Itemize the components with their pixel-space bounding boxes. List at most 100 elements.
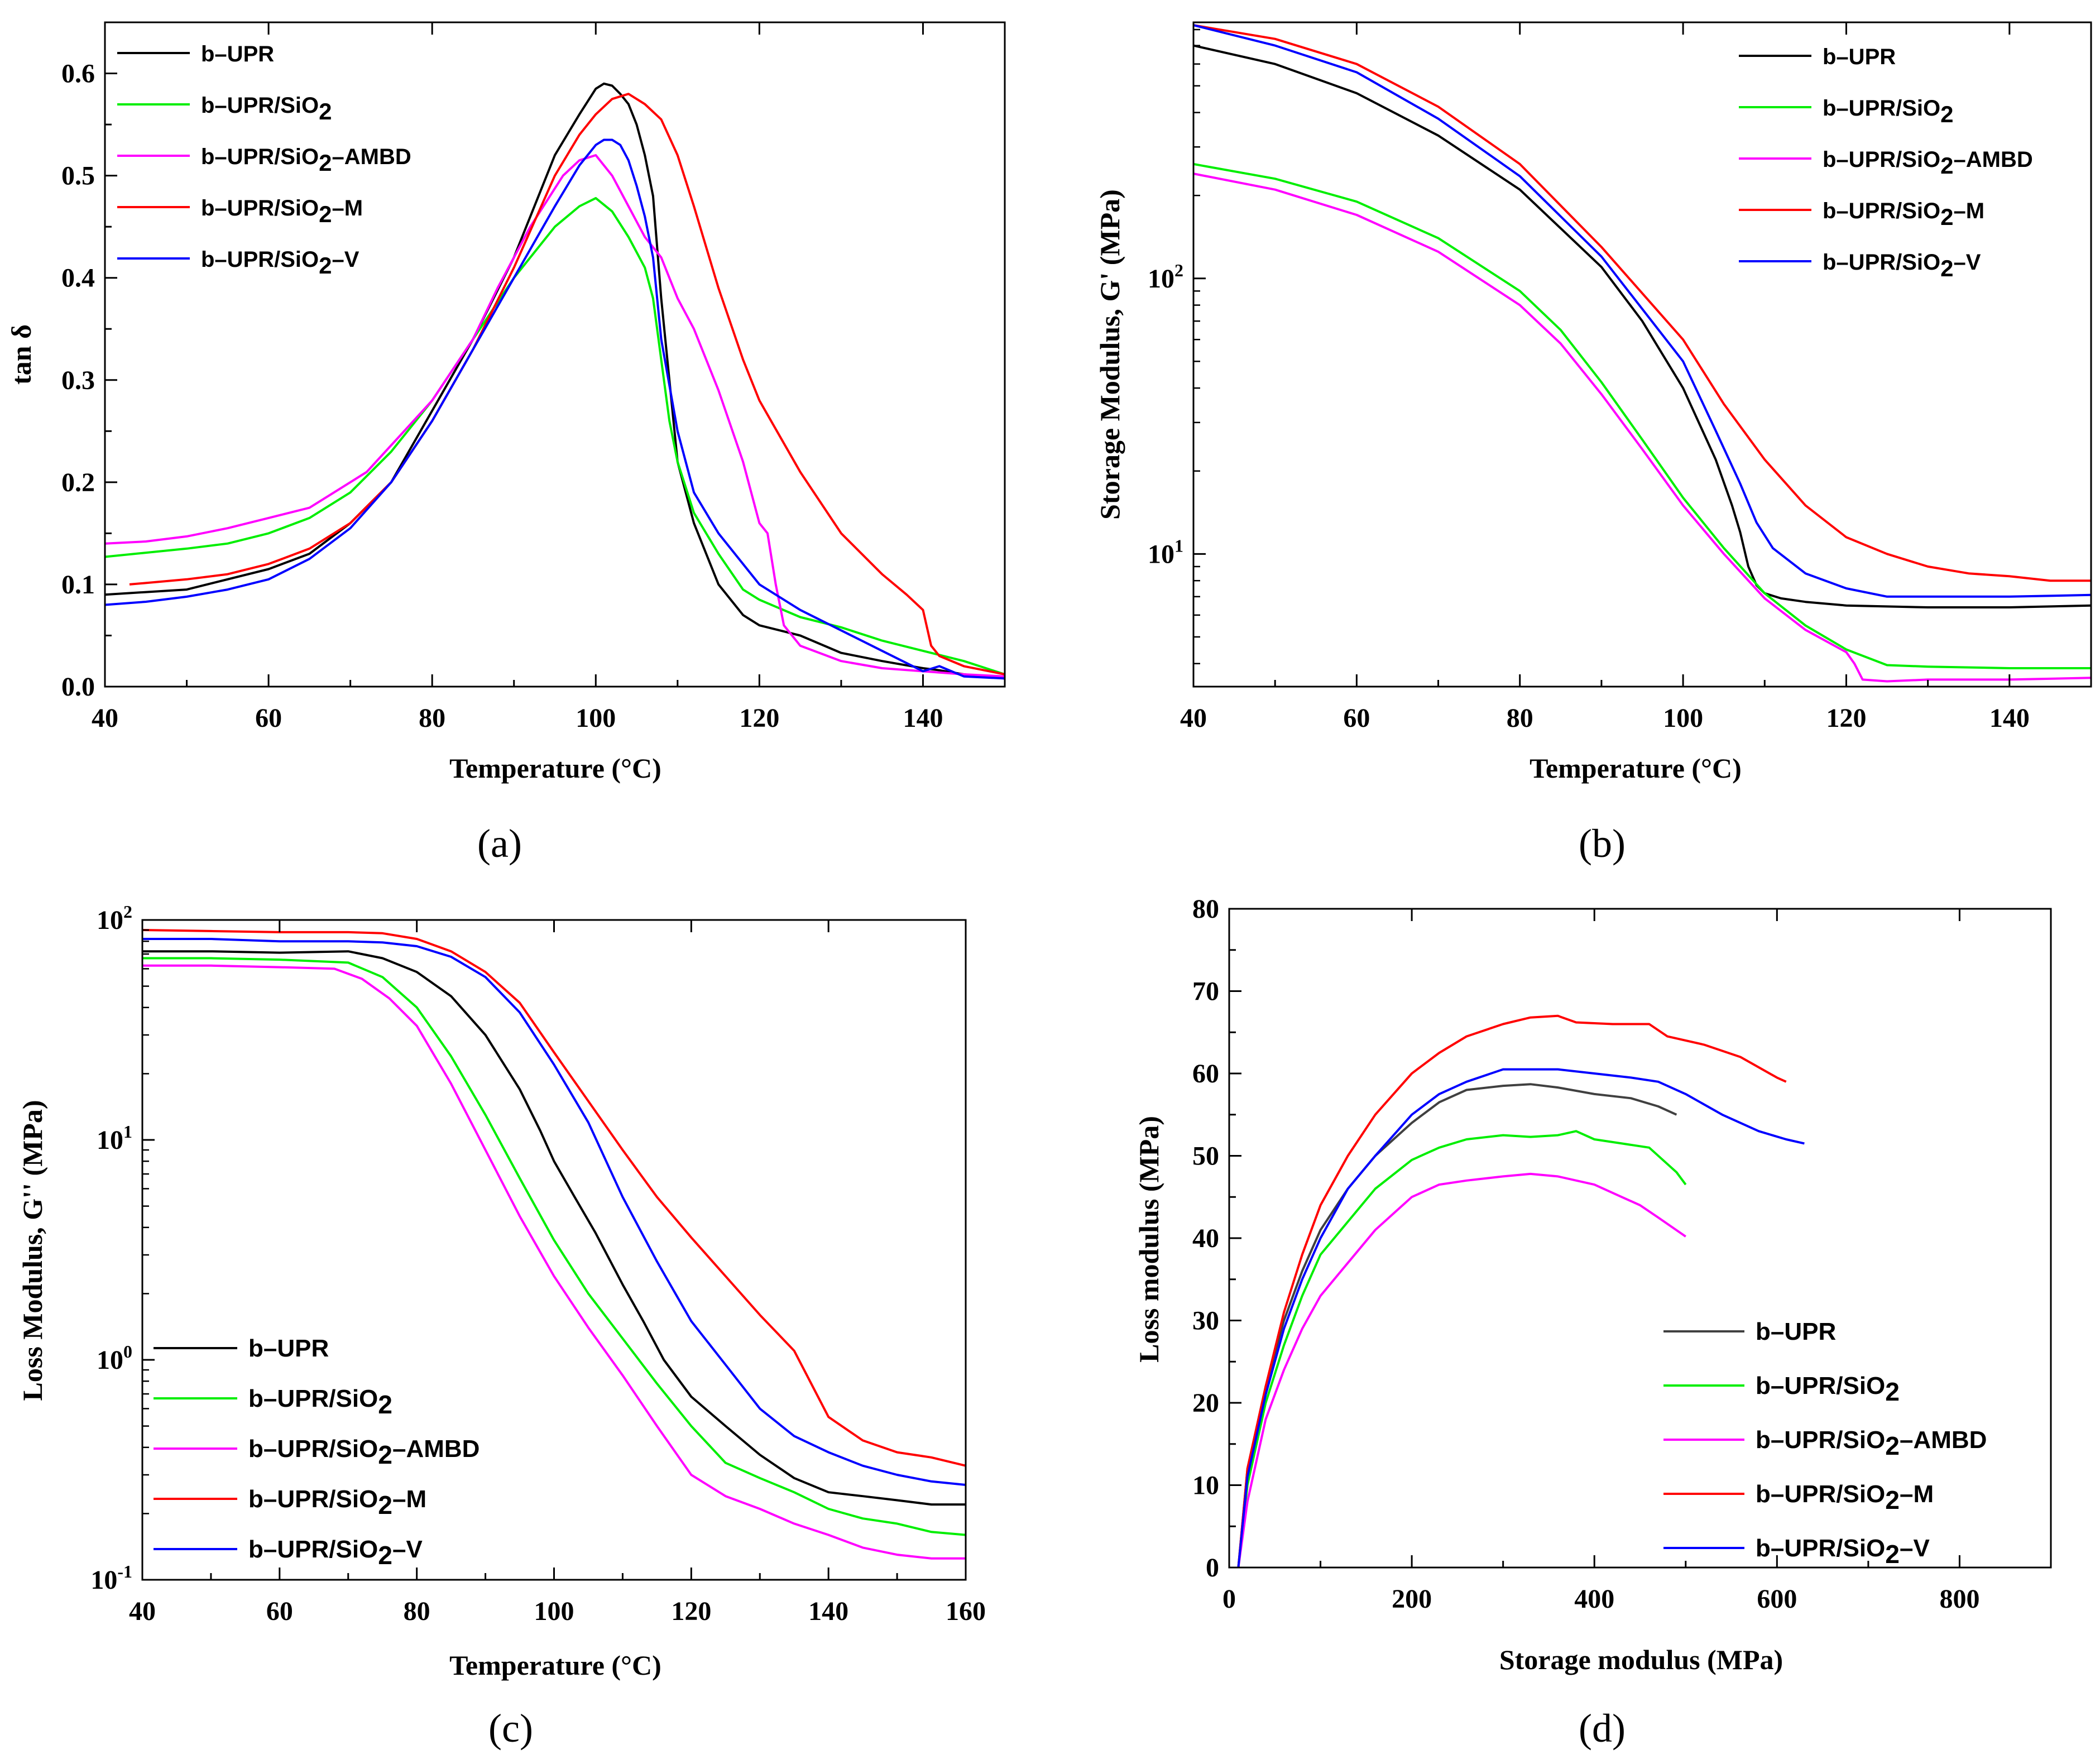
legend-label: b–UPR/SiO2–V — [1756, 1535, 1930, 1569]
plot-frame — [141, 919, 967, 1581]
series-line-4 — [1237, 1068, 1805, 1568]
legend-label: b–UPR/SiO2 — [1823, 96, 1954, 127]
legend-label: b–UPR/SiO2–M — [1823, 199, 1984, 230]
panel-label: (b) — [1579, 821, 1626, 866]
x-tick-label: 60 — [266, 1597, 293, 1626]
chart-panel-c: 40 60 80 100 120 140 160 10-1 100 101 102 Temperatu… — [17, 902, 986, 1751]
legend-label: b–UPR/SiO2–AMBD — [1823, 147, 2033, 179]
legend-label: b–UPR — [1756, 1318, 1836, 1345]
x-tick-label: 140 — [808, 1597, 848, 1626]
x-tick-label: 80 — [1507, 703, 1533, 733]
series-line-2 — [1237, 1172, 1686, 1568]
x-axis-title: Temperature (°C) — [449, 1650, 661, 1681]
x-tick-label: 100 — [1663, 703, 1703, 733]
x-tick-label: 40 — [129, 1597, 156, 1626]
x-tick-label: 140 — [1989, 703, 2030, 733]
panel-label: (d) — [1579, 1706, 1626, 1751]
y-tick-label: 101 — [97, 1121, 132, 1155]
series-line-3 — [142, 929, 966, 1467]
y-tick-label: 102 — [1148, 260, 1183, 294]
x-axis-title: Temperature (°C) — [1530, 752, 1742, 784]
y-tick-label: 0.6 — [61, 59, 95, 89]
legend-label: b–UPR — [248, 1335, 329, 1362]
x-tick-label: 160 — [946, 1597, 986, 1626]
plot-frame — [1228, 908, 2052, 1569]
series-line-1 — [1193, 162, 2091, 669]
x-tick-label: 100 — [534, 1597, 574, 1626]
legend-label: b–UPR/SiO2–M — [1756, 1480, 1934, 1514]
series-line-2 — [1193, 172, 2091, 683]
x-tick-label: 40 — [1180, 703, 1207, 733]
series-line-4 — [142, 938, 966, 1486]
legend-label: b–UPR/SiO2–AMBD — [201, 145, 411, 176]
legend-label: b–UPR/SiO2 — [201, 93, 332, 124]
series-line-4 — [105, 138, 1005, 680]
plot-frame — [104, 21, 1006, 688]
legend-label: b–UPR — [1823, 45, 1896, 69]
series-line-0 — [105, 82, 1005, 680]
y-tick-label: 10-1 — [90, 1561, 132, 1595]
legend-label: b–UPR/SiO2–V — [248, 1536, 423, 1570]
y-tick-label: 80 — [1192, 894, 1219, 924]
x-axis-title: Temperature (°C) — [449, 752, 661, 784]
y-tick-label: 40 — [1192, 1224, 1219, 1253]
panel-label: (c) — [488, 1706, 533, 1751]
y-axis-title: tan δ — [6, 324, 37, 385]
series-line-3 — [129, 93, 1005, 675]
x-tick-label: 120 — [739, 703, 779, 733]
x-axis-title: Storage modulus (MPa) — [1499, 1644, 1783, 1675]
y-tick-label: 50 — [1192, 1142, 1219, 1171]
y-tick-label: 0.5 — [61, 161, 95, 191]
legend-label: b–UPR/SiO2–AMBD — [248, 1435, 480, 1469]
x-tick-label: 60 — [1343, 703, 1370, 733]
legend-label: b–UPR/SiO2 — [248, 1385, 392, 1419]
legend-label: b–UPR — [201, 42, 274, 66]
legend-label: b–UPR/SiO2–AMBD — [1756, 1426, 1987, 1460]
y-axis-title: Loss modulus (MPa) — [1133, 1116, 1164, 1363]
y-axis-title: Storage Modulus, G' (MPa) — [1094, 189, 1125, 520]
chart-panel-d: 0 200 400 600 800 0 10 20 30 40 50 60 70 80 Storage mo… — [1133, 894, 2052, 1751]
x-tick-label: 80 — [404, 1597, 430, 1626]
x-tick-label: 100 — [576, 703, 616, 733]
series-line-1 — [105, 196, 1005, 675]
x-tick-label: 80 — [419, 703, 445, 733]
chart-panel-b: 40 60 80 100 120 140 101 102 Temperature (°C) Sto… — [1094, 21, 2092, 866]
panel-label: (a) — [477, 821, 522, 866]
y-tick-label: 0 — [1206, 1553, 1219, 1583]
y-axis-title: Loss Modulus, G'' (MPa) — [17, 1100, 48, 1401]
chart-panel-a: 40 60 80 100 120 140 0.0 0.1 0.2 0.3 0.4 0.5 0.6 Temp… — [6, 21, 1006, 866]
series-line-0 — [1237, 1083, 1677, 1568]
x-tick-label: 600 — [1757, 1584, 1797, 1614]
x-tick-label: 60 — [255, 703, 282, 733]
series-line-4 — [1193, 24, 2091, 598]
y-tick-label: 0.1 — [61, 570, 95, 600]
y-tick-label: 10 — [1192, 1471, 1219, 1501]
y-tick-label: 70 — [1192, 977, 1219, 1006]
y-tick-label: 102 — [97, 902, 132, 935]
x-tick-label: 200 — [1392, 1584, 1432, 1614]
x-tick-label: 400 — [1574, 1584, 1614, 1614]
legend-label: b–UPR/SiO2–M — [248, 1485, 426, 1519]
x-tick-label: 120 — [671, 1597, 711, 1626]
series-line-1 — [1237, 1130, 1687, 1568]
legend-label: b–UPR/SiO2–M — [201, 196, 363, 227]
series-line-2 — [142, 964, 966, 1560]
x-tick-label: 0 — [1222, 1584, 1236, 1614]
legend-label: b–UPR/SiO2 — [1756, 1372, 1900, 1406]
y-tick-label: 20 — [1192, 1388, 1219, 1418]
y-tick-label: 100 — [97, 1341, 132, 1375]
series-line-0 — [1193, 44, 2091, 608]
series-line-0 — [142, 950, 966, 1506]
legend-label: b–UPR/SiO2–V — [201, 247, 359, 279]
y-tick-label: 0.3 — [61, 366, 95, 395]
x-tick-label: 800 — [1939, 1584, 1979, 1614]
series-line-1 — [142, 957, 966, 1536]
x-tick-label: 140 — [903, 703, 943, 733]
y-tick-label: 0.2 — [61, 468, 95, 497]
y-tick-label: 60 — [1192, 1059, 1219, 1089]
plot-frame — [1192, 21, 2092, 688]
series-line-3 — [1193, 24, 2091, 582]
series-line-3 — [1237, 1014, 1787, 1568]
series-line-2 — [105, 154, 1005, 678]
